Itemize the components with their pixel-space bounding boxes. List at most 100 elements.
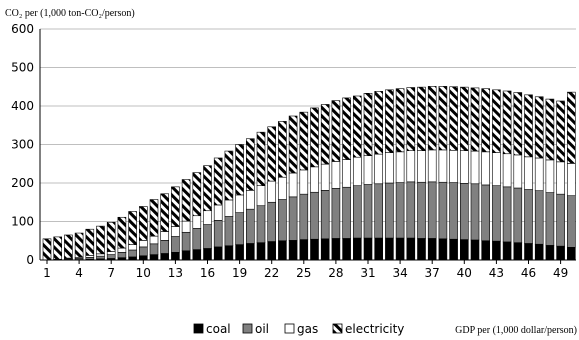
bar-segment-electricity	[352, 95, 362, 158]
bar-segment-oil	[417, 181, 426, 239]
bar-segment-oil	[235, 212, 244, 245]
bar-segment-electricity	[481, 88, 491, 153]
x-axis-title: GDP per (1,000 dollar/person)	[455, 325, 577, 336]
bar-segment-gas	[427, 149, 437, 183]
bar-segment-oil	[556, 193, 565, 247]
bar-segment-oil	[342, 186, 351, 239]
bar-segment-coal	[278, 240, 287, 261]
bar-segment-gas	[320, 163, 330, 191]
bar-segment-gas	[374, 153, 384, 185]
bar-segment-gas	[149, 235, 159, 245]
bar-segment-gas	[385, 152, 394, 184]
bar-segment-oil	[545, 192, 555, 246]
x-tick-label: 34	[392, 266, 407, 280]
bar-segment-coal	[171, 252, 180, 261]
bar-segment-gas	[417, 150, 426, 183]
bar-segment-oil	[534, 190, 544, 245]
bar-segment-electricity	[181, 179, 191, 222]
bar-segment-coal	[246, 243, 255, 261]
bar-segment-electricity	[213, 157, 223, 206]
bar-segment-oil	[128, 249, 137, 258]
bar-segment-electricity	[363, 92, 373, 156]
bar-segment-coal	[235, 244, 244, 261]
bar-segment-electricity	[417, 86, 426, 151]
bar-segment-coal	[406, 237, 416, 261]
bar-segment-oil	[566, 195, 576, 248]
bar-segment-oil	[363, 184, 373, 239]
bar-segment-gas	[363, 155, 373, 185]
bar-segment-oil	[310, 191, 319, 240]
x-tick-label: 7	[107, 266, 115, 280]
bar-segment-gas	[171, 226, 180, 237]
bar-segment-oil	[96, 255, 105, 260]
x-axis-ticks: 1 4 7 10 13 16 19 22 25 28 31 34 37 40 43 46 49	[43, 260, 568, 280]
bar-segment-gas	[224, 199, 234, 217]
bar-segment-electricity	[267, 126, 277, 182]
legend-label-electricity: electricity	[345, 322, 404, 336]
bar-segment-oil	[331, 188, 341, 239]
bar-segment-oil	[224, 216, 234, 247]
bar-segment-gas	[492, 152, 501, 186]
bar-segment-gas	[352, 156, 362, 186]
bar-segment-coal	[139, 255, 148, 261]
bar-segment-electricity	[524, 94, 533, 158]
bar-segment-gas	[513, 154, 523, 189]
bar-segment-coal	[395, 237, 405, 261]
bar-segment-gas	[203, 210, 212, 225]
bar-segment-electricity	[139, 206, 148, 241]
bar-segment-electricity	[224, 150, 234, 201]
bar-segment-electricity	[320, 104, 330, 165]
bar-segment-oil	[438, 181, 448, 240]
bar-segment-electricity	[545, 98, 555, 161]
bar-segment-oil	[395, 182, 405, 239]
bar-segment-oil	[299, 193, 309, 240]
y-tick-label: 600	[11, 22, 34, 36]
bar-segment-oil	[117, 252, 127, 258]
legend-label-oil: oil	[255, 322, 269, 336]
bar-segment-coal	[513, 242, 523, 261]
bar-segment-oil	[139, 246, 148, 257]
bar-segment-oil	[160, 240, 169, 254]
bar-segment-coal	[385, 237, 394, 261]
bar-segment-oil	[427, 181, 437, 239]
bar-segment-coal	[566, 246, 576, 261]
bar-segment-gas	[406, 150, 416, 183]
bar-segment-coal	[427, 238, 437, 261]
bar-segment-coal	[192, 249, 202, 261]
bar-segment-gas	[556, 161, 565, 195]
bar-segment-gas	[459, 150, 469, 184]
bar-segment-electricity	[74, 232, 84, 258]
y-tick-label: 300	[11, 138, 34, 152]
bar-segment-gas	[288, 172, 298, 198]
bar-segment-electricity	[64, 234, 73, 259]
bar-segment-oil	[374, 183, 384, 239]
bar-segment-gas	[128, 244, 137, 251]
bar-segment-oil	[481, 184, 491, 242]
bar-segment-oil	[288, 196, 298, 241]
x-tick-label: 46	[521, 266, 536, 280]
bar-segment-gas	[395, 151, 405, 183]
bar-segment-coal	[267, 241, 277, 261]
bar-segment-electricity	[502, 90, 512, 155]
bar-segment-coal	[288, 240, 298, 261]
x-tick-label: 19	[232, 266, 247, 280]
x-tick-label: 43	[489, 266, 504, 280]
bar-segment-coal	[310, 238, 319, 261]
bar-segment-electricity	[395, 88, 405, 153]
bar-segment-gas	[331, 161, 341, 189]
y-tick-label: 400	[11, 99, 34, 113]
legend-swatch-coal	[193, 323, 204, 334]
y-tick-label: 500	[11, 61, 34, 75]
x-tick-label: 10	[136, 266, 151, 280]
bar-segment-coal	[363, 237, 373, 261]
y-tick-label: 0	[26, 253, 34, 267]
bar-segment-electricity	[470, 87, 480, 152]
bar-segment-electricity	[160, 193, 169, 232]
bars	[42, 86, 576, 261]
bar-segment-coal	[545, 245, 555, 261]
legend-swatch-electricity	[332, 323, 343, 334]
bar-segment-electricity	[117, 216, 127, 249]
bar-segment-gas	[256, 185, 266, 207]
bar-segment-oil	[192, 228, 202, 250]
x-tick-label: 49	[553, 266, 568, 280]
